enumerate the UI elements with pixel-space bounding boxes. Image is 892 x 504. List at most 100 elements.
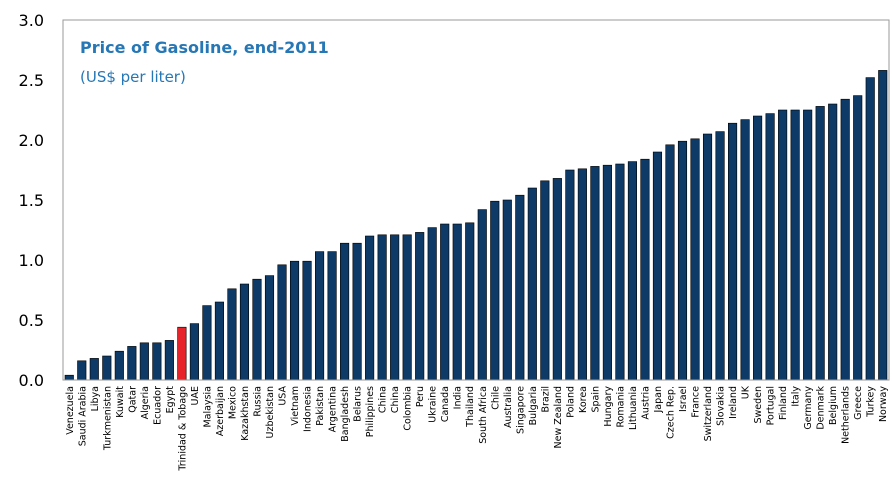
bar xyxy=(277,264,287,381)
category-label: Qatar xyxy=(127,386,138,413)
category-label: Argentina xyxy=(328,386,339,432)
category-label: Pakistan xyxy=(315,386,326,426)
bar xyxy=(227,288,237,381)
category-label: Korea xyxy=(578,386,589,413)
category-label: Colombia xyxy=(403,386,414,431)
bar xyxy=(552,178,562,381)
bar xyxy=(815,106,825,381)
category-label: Bulgaria xyxy=(528,386,539,425)
bar-highlighted xyxy=(177,326,187,381)
bar xyxy=(465,222,475,381)
category-label: Belarus xyxy=(353,386,364,422)
category-label: Algeria xyxy=(140,386,151,419)
bar xyxy=(565,169,575,381)
category-label: Ukraine xyxy=(428,386,439,423)
category-label: Malaysia xyxy=(202,386,213,428)
bar xyxy=(590,166,600,381)
chart-title: Price of Gasoline, end-2011 xyxy=(80,38,329,57)
category-label: Ireland xyxy=(728,386,739,419)
category-label: Kuwait xyxy=(115,386,126,418)
bar xyxy=(252,278,262,381)
bar xyxy=(127,346,137,381)
category-label: Netherlands xyxy=(841,386,852,444)
bar xyxy=(753,115,763,381)
bar xyxy=(602,164,612,381)
category-label: Romania xyxy=(615,386,626,428)
category-label: Peru xyxy=(415,386,426,407)
bar xyxy=(189,323,199,381)
category-label: UK xyxy=(741,385,752,399)
category-label: China xyxy=(378,386,389,413)
bar xyxy=(627,161,637,381)
category-label: Uzbekistan xyxy=(265,386,276,438)
category-label: Israel xyxy=(678,386,689,412)
bar xyxy=(152,342,162,381)
bar xyxy=(665,144,675,381)
category-label: Venezuela xyxy=(65,386,76,435)
y-axis-tick-labels: 0.0 0.5 1.0 1.5 2.0 2.5 3.0 xyxy=(19,11,44,390)
bar xyxy=(540,180,550,381)
bar xyxy=(477,209,487,381)
category-label: Azerbaijan xyxy=(215,386,226,436)
category-label: Chile xyxy=(490,386,501,410)
category-label: Singapore xyxy=(515,386,526,434)
bar xyxy=(390,234,400,381)
bar xyxy=(214,301,224,381)
category-label: Egypt xyxy=(165,386,176,414)
category-label: Sweden xyxy=(753,386,764,424)
chart-subtitle: (US$ per liter) xyxy=(80,68,186,86)
category-label: Ecuador xyxy=(152,386,163,425)
category-label: New Zealand xyxy=(553,386,564,448)
category-label: Germany xyxy=(803,386,814,430)
bar xyxy=(840,98,850,381)
category-label: Libya xyxy=(90,386,101,411)
y-tick-label: 3.0 xyxy=(19,11,44,30)
category-label: Bangladesh xyxy=(340,386,351,442)
category-label: Vietnam xyxy=(290,386,301,426)
bar xyxy=(803,109,813,381)
bar xyxy=(139,342,149,381)
bar xyxy=(427,227,437,381)
bar xyxy=(352,242,362,381)
category-label: Japan xyxy=(653,386,664,414)
category-label: Australia xyxy=(503,386,514,428)
category-label: USA xyxy=(278,386,289,406)
category-label: South Africa xyxy=(478,386,489,444)
bar xyxy=(302,260,312,381)
category-label: Poland xyxy=(565,386,576,418)
category-label: Brazil xyxy=(540,386,551,413)
bar xyxy=(340,242,350,381)
bar xyxy=(102,355,112,381)
bar xyxy=(878,70,888,381)
category-label: Kazakhstan xyxy=(240,386,251,441)
bar xyxy=(415,232,425,381)
plot-frame xyxy=(62,19,890,381)
category-label: Italy xyxy=(791,386,802,407)
bar xyxy=(765,113,775,381)
y-tick-label: 2.0 xyxy=(19,131,44,150)
bar xyxy=(865,77,875,381)
bar xyxy=(615,163,625,381)
category-label: China xyxy=(390,386,401,413)
bar xyxy=(440,223,450,381)
category-label: Greece xyxy=(853,386,864,420)
bar xyxy=(702,133,713,381)
category-label: India xyxy=(453,386,464,409)
category-label: Trinidad & Tobago xyxy=(177,386,188,472)
bar xyxy=(264,275,275,381)
category-label: Norway xyxy=(878,386,889,422)
category-label: Slovakia xyxy=(716,386,727,426)
category-label: Czech Rep. xyxy=(665,386,676,439)
bar xyxy=(728,122,738,381)
bar xyxy=(853,95,863,381)
bar xyxy=(202,305,212,381)
bar xyxy=(640,158,650,381)
bar xyxy=(828,103,838,381)
bar xyxy=(239,283,250,381)
bar xyxy=(677,140,688,381)
category-label: Canada xyxy=(440,386,451,422)
bar xyxy=(327,251,337,381)
category-label: Russia xyxy=(252,386,263,417)
bar xyxy=(77,360,87,381)
category-label: Belgium xyxy=(828,386,839,425)
